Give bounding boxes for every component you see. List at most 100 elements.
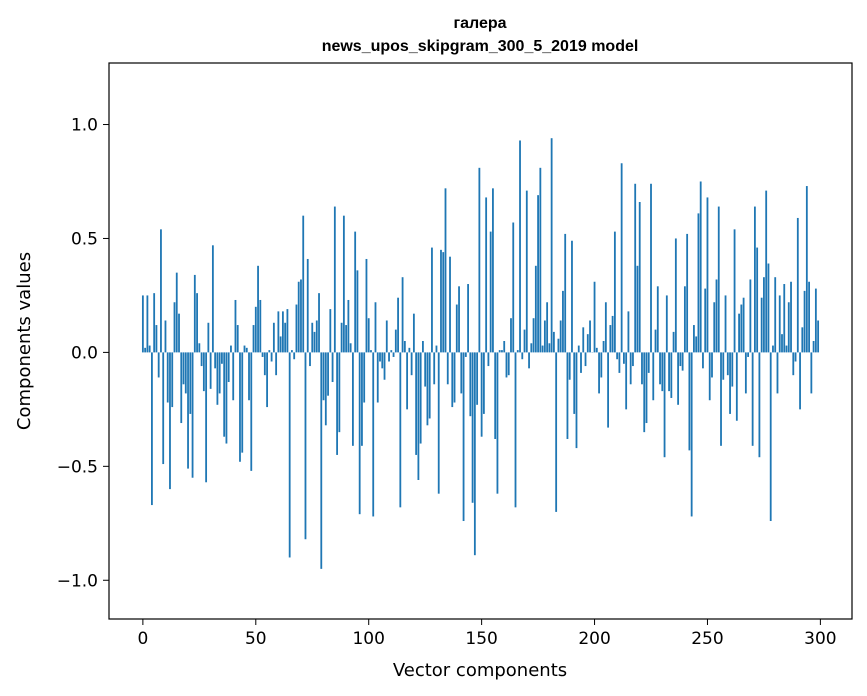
bar (482, 352, 485, 414)
bar (480, 352, 483, 437)
x-tick-label: 50 (245, 629, 267, 649)
bar (392, 352, 395, 357)
bar (602, 341, 605, 353)
bar (169, 352, 171, 490)
bar (670, 352, 673, 398)
bar (261, 352, 264, 357)
bar (363, 352, 366, 403)
bar (697, 213, 700, 353)
bar (512, 222, 515, 353)
bar (516, 350, 519, 353)
y-tick-label: 0.0 (71, 343, 98, 363)
bar (361, 352, 363, 446)
bar (623, 352, 625, 364)
bar (595, 347, 598, 353)
bar (376, 352, 379, 403)
bar (801, 327, 804, 353)
bar (218, 352, 221, 394)
bar (399, 352, 402, 508)
bar (636, 265, 639, 353)
bar (781, 334, 783, 353)
bar (677, 352, 680, 405)
bar (390, 350, 393, 353)
bar (424, 352, 427, 387)
bar (665, 295, 668, 353)
bar (776, 352, 779, 394)
bar (243, 345, 246, 353)
bar (340, 322, 343, 353)
bar (582, 327, 585, 353)
bar (519, 140, 521, 353)
bar (559, 320, 562, 353)
chart-title-line2: news_upos_skipgram_300_5_2019 model (322, 38, 639, 55)
bar (216, 352, 219, 405)
bar (324, 352, 327, 426)
bar (620, 163, 623, 353)
bar (266, 352, 268, 408)
bar (379, 352, 381, 362)
bar (234, 299, 237, 353)
bar (272, 322, 275, 353)
bar (632, 352, 634, 367)
y-tick-label: 1.0 (71, 116, 98, 136)
bar (792, 352, 795, 376)
bar (772, 345, 774, 353)
bar (322, 352, 325, 401)
bar (507, 352, 510, 376)
chart-title-line1: галера (453, 15, 506, 32)
bar (693, 325, 695, 353)
x-axis: 0 50 100 150 200 250 300 (137, 619, 837, 649)
bar (187, 352, 189, 469)
bar (401, 277, 404, 353)
bar (331, 352, 334, 383)
bar (652, 352, 655, 401)
bar (808, 281, 810, 353)
bar (817, 320, 820, 353)
bar (184, 352, 187, 394)
bar (501, 350, 503, 353)
bar (774, 277, 777, 353)
bar (370, 350, 372, 353)
bar (419, 352, 422, 444)
bar (609, 325, 612, 353)
bar (505, 352, 508, 378)
bar (437, 352, 440, 494)
bar (146, 295, 149, 353)
bar (422, 341, 424, 353)
bar (460, 352, 463, 394)
bar (342, 215, 345, 353)
bar (302, 215, 305, 353)
bar (162, 352, 165, 465)
bar (661, 352, 664, 392)
bar (248, 352, 250, 401)
bar (668, 352, 670, 392)
bar (428, 352, 431, 419)
bar (205, 352, 208, 483)
bar (160, 229, 162, 353)
x-tick-label: 150 (465, 629, 497, 649)
bar (318, 293, 320, 353)
bar (485, 197, 488, 353)
bar (365, 258, 368, 353)
bar (672, 331, 675, 353)
bar (144, 347, 147, 353)
bar (611, 315, 614, 353)
bar (221, 352, 223, 364)
bar (327, 352, 329, 396)
bar (306, 258, 309, 353)
bar (444, 188, 447, 353)
bar (281, 311, 284, 353)
bar (638, 202, 641, 353)
bar (410, 352, 413, 376)
bar (275, 352, 278, 376)
bar (584, 352, 587, 367)
bar (699, 181, 702, 353)
bar (625, 352, 628, 410)
bar (291, 350, 293, 353)
bar (566, 352, 569, 439)
bar (462, 352, 465, 522)
bar (634, 183, 637, 353)
bar (521, 352, 524, 360)
bar (756, 247, 759, 353)
bar (431, 247, 433, 353)
